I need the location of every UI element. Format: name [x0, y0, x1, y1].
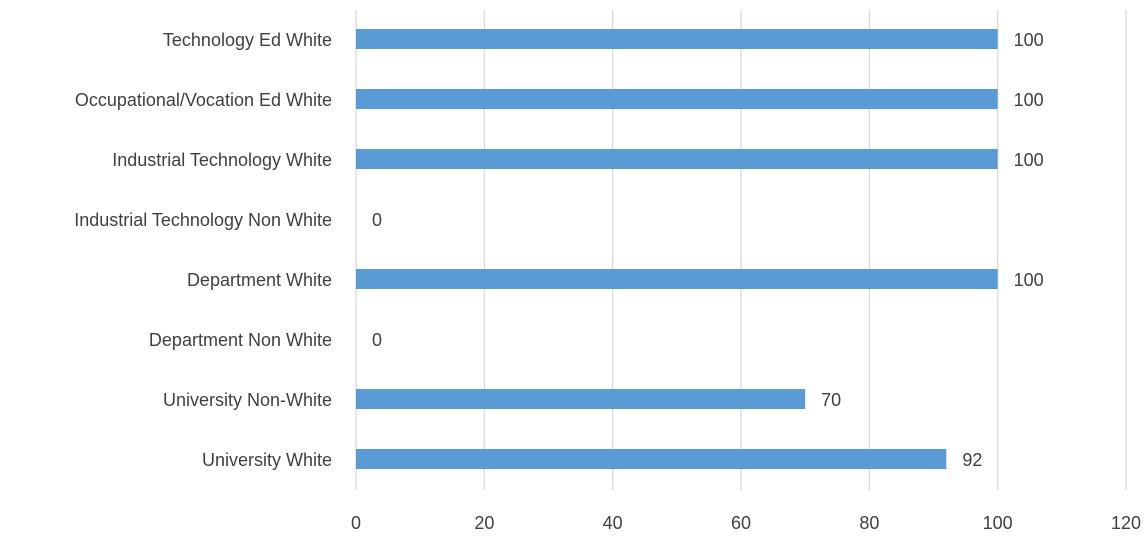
x-tick-label: 20 — [474, 513, 494, 533]
bar — [356, 269, 998, 289]
bar — [356, 389, 806, 409]
x-tick-label: 0 — [351, 513, 361, 533]
x-tick-label: 40 — [603, 513, 623, 533]
bar — [356, 29, 998, 49]
gridlines — [355, 10, 1127, 490]
category-label: Department White — [187, 270, 332, 290]
value-axis-tick-labels: 0 20 40 60 80 100 120 — [351, 513, 1141, 533]
x-tick-label: 80 — [859, 513, 879, 533]
data-label: 0 — [372, 330, 382, 350]
category-label: Department Non White — [149, 330, 332, 350]
data-label: 100 — [1014, 30, 1044, 50]
data-labels: 100 100 100 0 100 0 70 92 — [372, 30, 1044, 470]
category-label: University Non-White — [163, 390, 332, 410]
bar — [356, 449, 947, 469]
category-label: University White — [202, 450, 332, 470]
data-label: 0 — [372, 210, 382, 230]
data-label: 92 — [962, 450, 982, 470]
bar — [356, 89, 998, 109]
x-tick-label: 120 — [1111, 513, 1141, 533]
x-tick-label: 60 — [731, 513, 751, 533]
x-tick-label: 100 — [983, 513, 1013, 533]
data-label: 100 — [1014, 270, 1044, 290]
category-label: Technology Ed White — [163, 30, 332, 50]
data-label: 70 — [821, 390, 841, 410]
bar — [356, 149, 998, 169]
category-label: Occupational/Vocation Ed White — [75, 90, 332, 110]
category-axis-labels: Technology Ed White Occupational/Vocation… — [74, 30, 332, 470]
category-label: Industrial Technology Non White — [74, 210, 332, 230]
data-label: 100 — [1014, 90, 1044, 110]
category-label: Industrial Technology White — [112, 150, 332, 170]
data-label: 100 — [1014, 150, 1044, 170]
bars — [356, 29, 998, 469]
